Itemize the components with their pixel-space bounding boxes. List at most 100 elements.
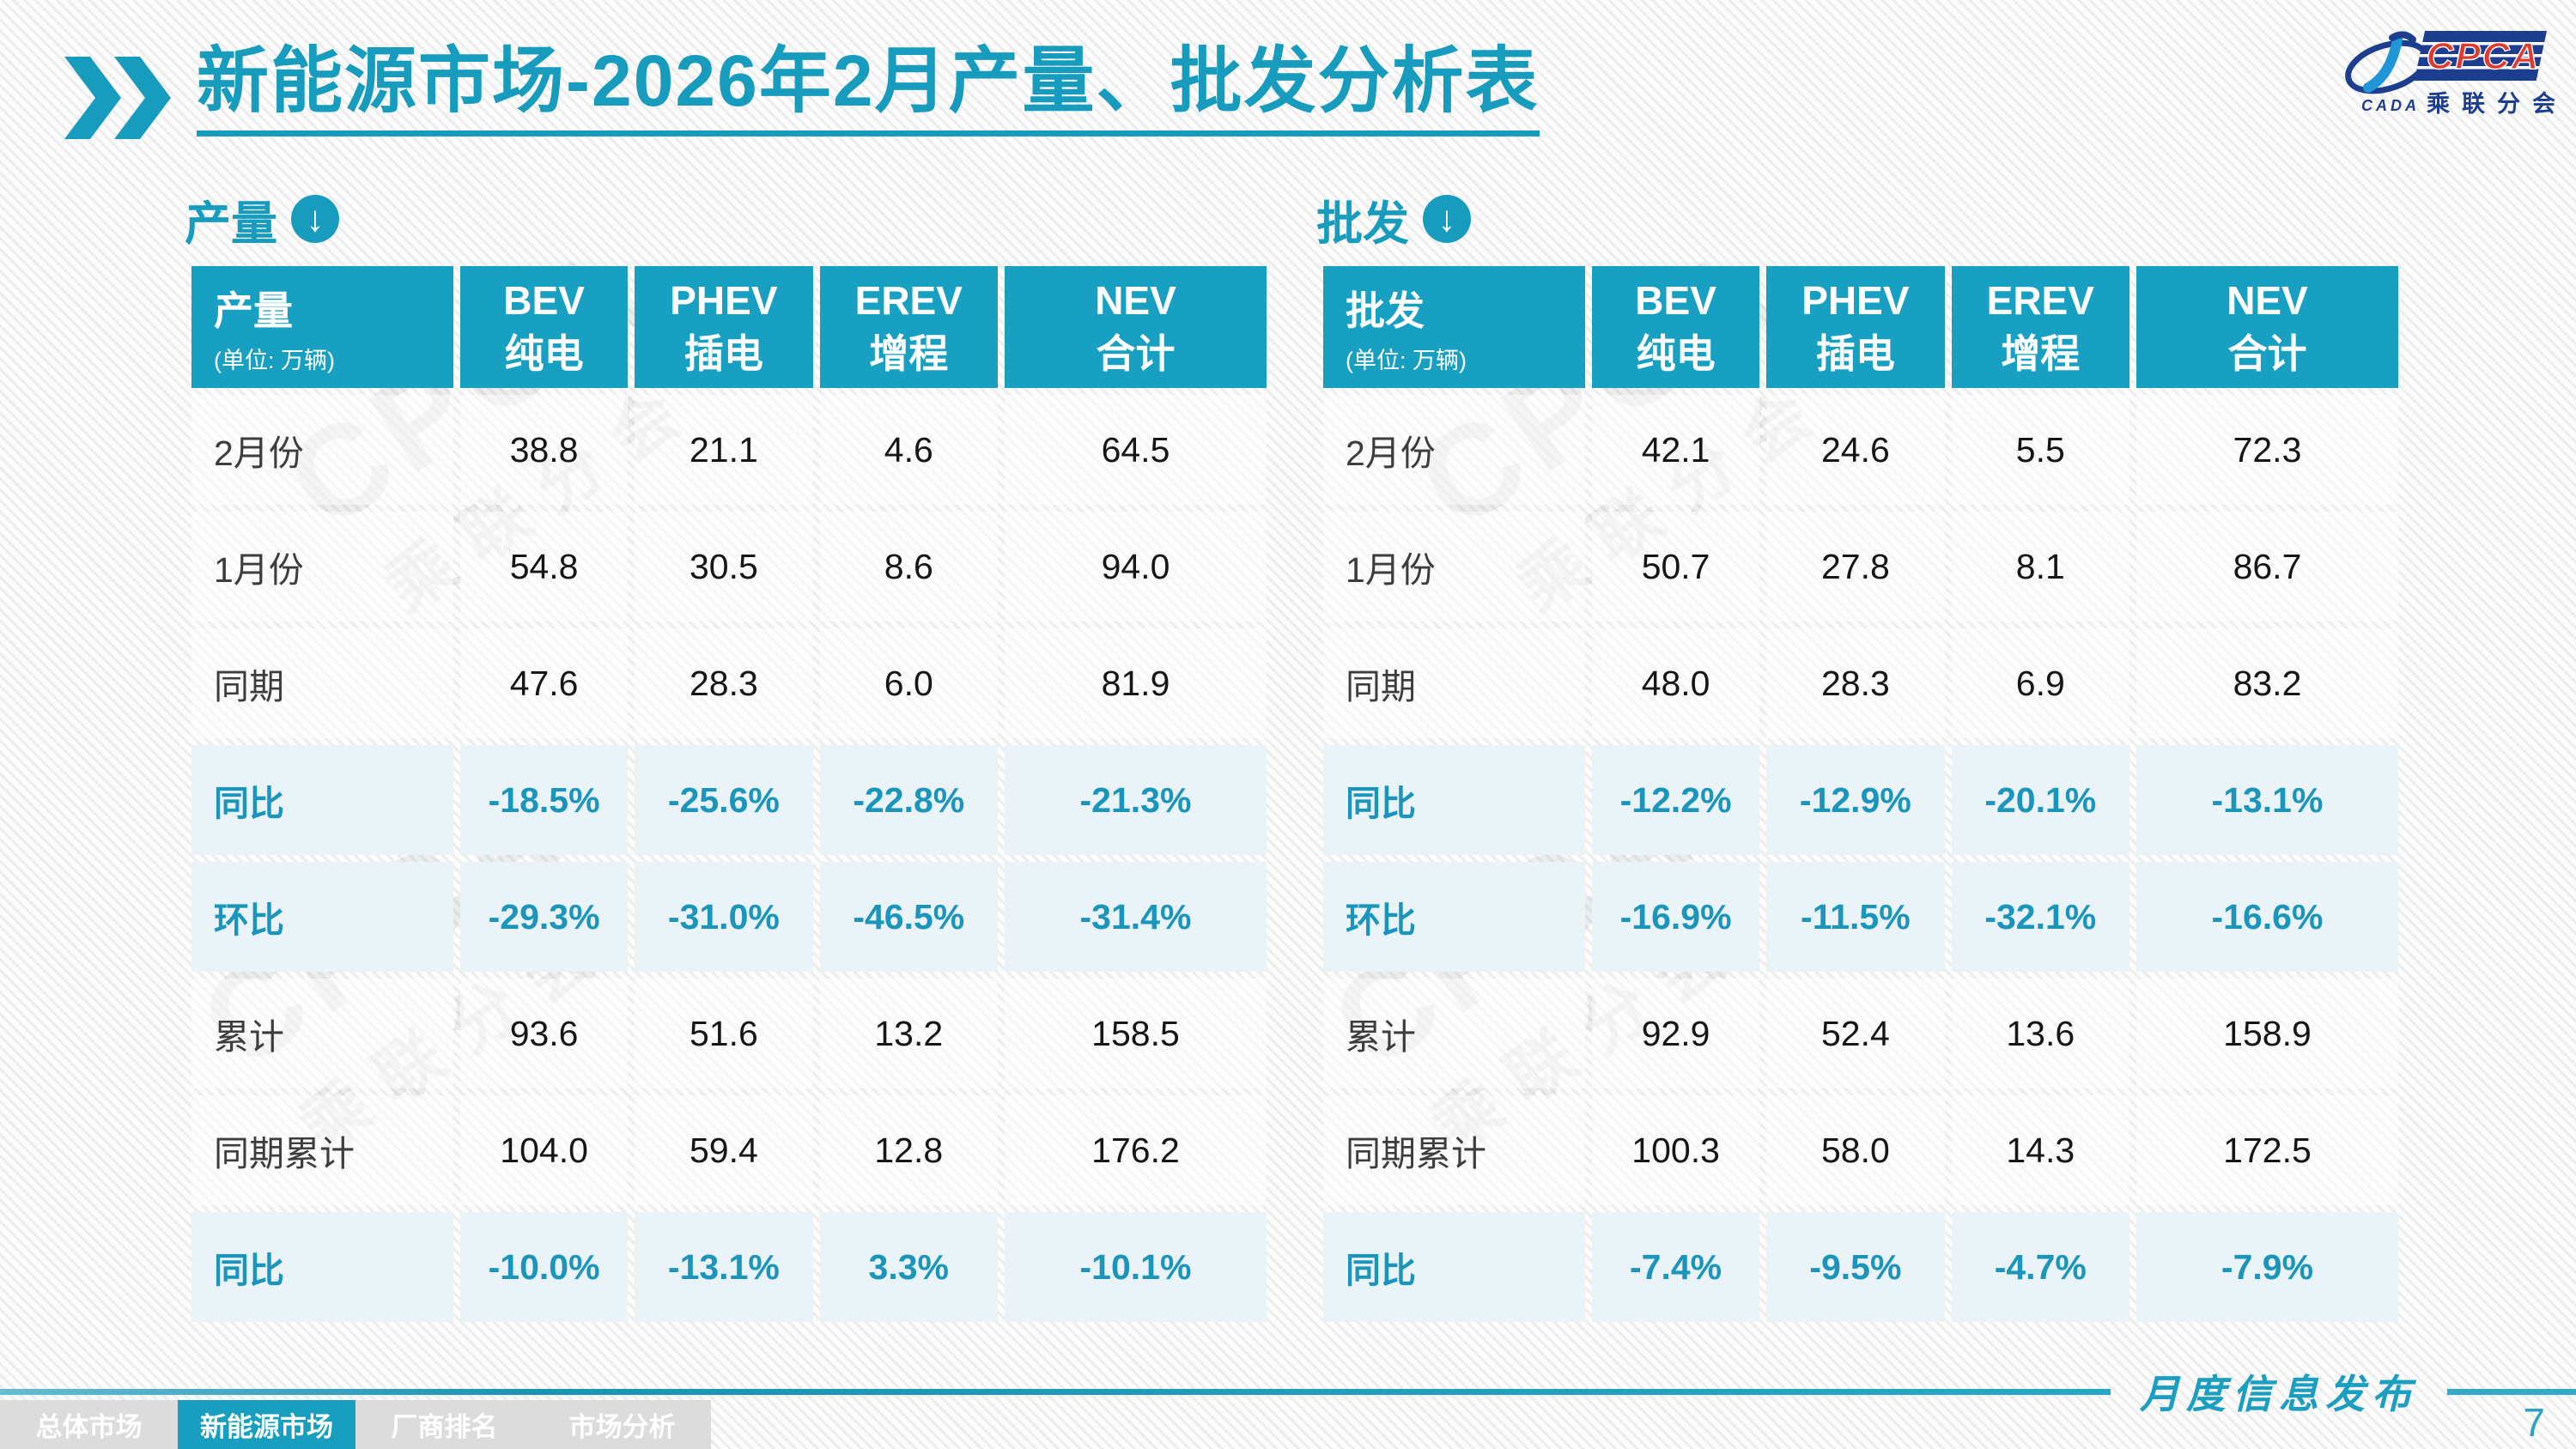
table-row: 同期累计 104.0 59.4 12.8 176.2 (191, 1095, 1267, 1205)
table-row: 累计 92.9 52.4 13.6 158.9 (1323, 979, 2398, 1088)
column-header-line1: EREV (1986, 277, 2094, 323)
cell-value: 13.6 (1951, 979, 2129, 1088)
row-label: 1月份 (191, 512, 453, 621)
cell-value: -31.0% (635, 862, 813, 972)
cell-value: 59.4 (635, 1095, 813, 1205)
header-row: 产量 (单位: 万辆) BEV 纯电 PHEV 插电 EREV 增程 NEV 合计 (191, 266, 1267, 388)
footer-rule-left (0, 1388, 2111, 1395)
table-row: 同比 -18.5% -25.6% -22.8% -21.3% (191, 745, 1267, 855)
header-row: 批发 (单位: 万辆) BEV 纯电 PHEV 插电 EREV 增程 NEV 合计 (1323, 266, 2398, 388)
cell-value: -10.0% (460, 1212, 629, 1322)
cell-value: -20.1% (1951, 745, 2129, 855)
column-header-line2: 合计 (1096, 331, 1176, 376)
cell-value: 6.0 (819, 628, 998, 738)
cpca-logo: CADA CPCA 乘联分会 (2342, 24, 2557, 124)
column-header-line1: BEV (503, 277, 585, 323)
row-label: 同比 (1323, 1212, 1585, 1322)
bottom-tab-bar: 总体市场 新能源市场 厂商排名 市场分析 (0, 1400, 711, 1449)
table-title: 产量 (214, 288, 293, 333)
cell-value: 3.3% (819, 1212, 998, 1322)
section-title: 产量 (185, 197, 277, 250)
column-header-line2: 插电 (1815, 331, 1895, 376)
row-label: 累计 (191, 979, 453, 1088)
cell-value: -29.3% (460, 862, 629, 972)
cell-value: 51.6 (635, 979, 813, 1088)
cell-value: 64.5 (1004, 395, 1267, 505)
column-header-line1: NEV (2227, 277, 2308, 323)
row-label: 同比 (191, 745, 453, 855)
footer-rule-right (2447, 1388, 2576, 1395)
section-title: 批发 (1316, 197, 1409, 250)
cell-value: 48.0 (1592, 628, 1760, 738)
cell-value: -46.5% (819, 862, 998, 972)
cell-value: -32.1% (1951, 862, 2129, 972)
row-label: 累计 (1323, 979, 1585, 1088)
table-unit: (单位: 万辆) (214, 347, 335, 373)
page-number: 7 (2523, 1400, 2545, 1445)
cell-value: 158.5 (1004, 979, 1267, 1088)
cell-value: -13.1% (2136, 745, 2398, 855)
cell-value: 47.6 (460, 628, 629, 738)
cell-value: -16.6% (2136, 862, 2398, 972)
cell-value: 30.5 (635, 512, 813, 621)
column-header-line2: 增程 (869, 331, 949, 376)
table-row: 同比 -7.4% -9.5% -4.7% -7.9% (1323, 1212, 2398, 1322)
table-row: 1月份 50.7 27.8 8.1 86.7 (1323, 512, 2398, 621)
cell-value: 24.6 (1766, 395, 1945, 505)
cell-value: -9.5% (1766, 1212, 1945, 1322)
column-header-line2: 合计 (2227, 331, 2307, 376)
cell-value: 100.3 (1592, 1095, 1760, 1205)
cell-value: -11.5% (1766, 862, 1945, 972)
section-head-wholesale: 批发 ↓ (1316, 191, 2405, 250)
footer-rule: 月度信息发布 (0, 1370, 2576, 1417)
cell-value: 5.5 (1951, 395, 2129, 505)
cell-value: 54.8 (460, 512, 629, 621)
nav-tab[interactable]: 厂商排名 (355, 1400, 533, 1449)
nav-tab[interactable]: 市场分析 (533, 1400, 711, 1449)
cell-value: -16.9% (1592, 862, 1760, 972)
cell-value: 52.4 (1766, 979, 1945, 1088)
cell-value: -31.4% (1004, 862, 1267, 972)
column-header: NEV 合计 (1004, 266, 1267, 388)
cell-value: 83.2 (2136, 628, 2398, 738)
page-title: 新能源市场-2026年2月产量、批发分析表 (197, 45, 1540, 136)
table-title: 批发 (1346, 288, 1425, 333)
table-row: 2月份 38.8 21.1 4.6 64.5 (191, 395, 1267, 505)
column-header-line2: 纯电 (504, 331, 584, 376)
row-label: 同比 (191, 1212, 453, 1322)
table-row: 累计 93.6 51.6 13.2 158.5 (191, 979, 1267, 1088)
cell-value: 28.3 (1766, 628, 1945, 738)
cell-value: 58.0 (1766, 1095, 1945, 1205)
column-header: PHEV 插电 (1766, 266, 1945, 388)
cell-value: 42.1 (1592, 395, 1760, 505)
cell-value: -7.4% (1592, 1212, 1760, 1322)
column-header-line2: 增程 (2001, 331, 2081, 376)
cell-value: 50.7 (1592, 512, 1760, 621)
row-label: 同期 (1323, 628, 1585, 738)
cell-value: 6.9 (1951, 628, 2129, 738)
cell-value: 93.6 (460, 979, 629, 1088)
down-arrow-icon: ↓ (291, 195, 339, 243)
table-row: 环比 -29.3% -31.0% -46.5% -31.4% (191, 862, 1267, 972)
column-header-line1: PHEV (1801, 277, 1910, 323)
cell-value: 27.8 (1766, 512, 1945, 621)
cell-value: -12.2% (1592, 745, 1760, 855)
cell-value: 14.3 (1951, 1095, 2129, 1205)
column-header: BEV 纯电 (460, 266, 629, 388)
column-header-line1: EREV (854, 277, 963, 323)
cell-value: 158.9 (2136, 979, 2398, 1088)
column-header-line2: 纯电 (1636, 331, 1716, 376)
nav-tab[interactable]: 总体市场 (0, 1400, 178, 1449)
cell-value: 172.5 (2136, 1095, 2398, 1205)
tables-area: CPCA 乘联分会 CPCA 乘联分会 产量 ↓ 产量(单位: 万辆)BEV纯电… (176, 191, 2405, 1329)
cell-value: 94.0 (1004, 512, 1267, 621)
table-row: 环比 -16.9% -11.5% -32.1% -16.6% (1323, 862, 2398, 972)
table-title-cell: 批发 (单位: 万辆) (1323, 266, 1585, 388)
cell-value: 4.6 (819, 395, 998, 505)
nav-tab[interactable]: 新能源市场 (178, 1400, 355, 1449)
table-row: 同期 48.0 28.3 6.9 83.2 (1323, 628, 2398, 738)
slide-header: 新能源市场-2026年2月产量、批发分析表 (64, 45, 1540, 143)
row-label: 环比 (1323, 862, 1585, 972)
cell-value: 38.8 (460, 395, 629, 505)
production-table-section: CPCA 乘联分会 CPCA 乘联分会 产量 ↓ 产量(单位: 万辆)BEV纯电… (176, 191, 1273, 1329)
